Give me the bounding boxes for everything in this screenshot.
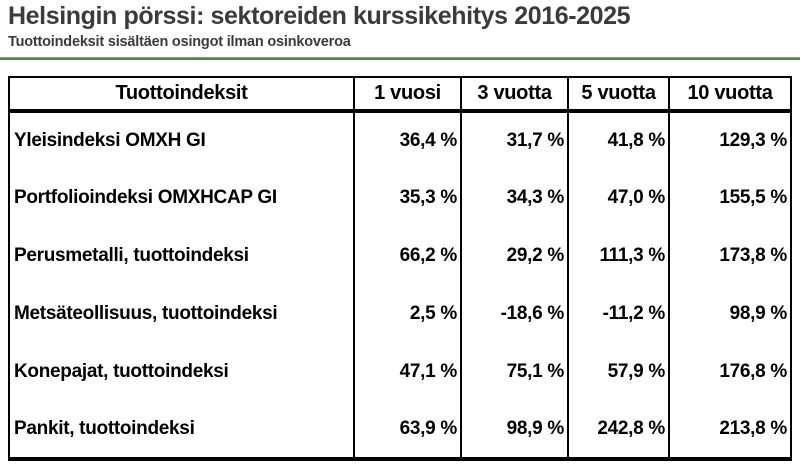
table-row: Perusmetalli, tuottoindeksi 66,2 % 29,2 … bbox=[8, 227, 792, 285]
row-value-5y: 242,8 % bbox=[567, 401, 670, 459]
table-row: Pankit, tuottoindeksi 63,9 % 98,9 % 242,… bbox=[8, 401, 792, 459]
row-value-3y: 75,1 % bbox=[460, 343, 569, 401]
column-header-10-vuotta: 10 vuotta bbox=[668, 76, 792, 113]
row-value-10y: 129,3 % bbox=[668, 111, 792, 169]
table-body: Yleisindeksi OMXH GI 36,4 % 31,7 % 41,8 … bbox=[8, 111, 792, 459]
row-value-3y: 29,2 % bbox=[460, 227, 569, 285]
row-value-3y: -18,6 % bbox=[460, 285, 569, 343]
row-value-5y: 111,3 % bbox=[567, 227, 670, 285]
column-header-1-vuosi: 1 vuosi bbox=[353, 76, 462, 113]
table-header-row: Tuottoindeksit 1 vuosi 3 vuotta 5 vuotta… bbox=[8, 76, 792, 113]
row-label: Konepajat, tuottoindeksi bbox=[8, 343, 355, 401]
row-value-1y: 35,3 % bbox=[353, 169, 462, 227]
row-value-1y: 66,2 % bbox=[353, 227, 462, 285]
row-value-1y: 2,5 % bbox=[353, 285, 462, 343]
column-header-5-vuotta: 5 vuotta bbox=[567, 76, 670, 113]
returns-table: Tuottoindeksit 1 vuosi 3 vuotta 5 vuotta… bbox=[8, 76, 792, 461]
row-value-10y: 213,8 % bbox=[668, 401, 792, 459]
page-title: Helsingin pörssi: sektoreiden kurssikehi… bbox=[8, 2, 631, 30]
page-subtitle: Tuottoindeksit sisältäen osingot ilman o… bbox=[8, 34, 351, 50]
table-row: Konepajat, tuottoindeksi 47,1 % 75,1 % 5… bbox=[8, 343, 792, 401]
table-header: Tuottoindeksit 1 vuosi 3 vuotta 5 vuotta… bbox=[8, 76, 792, 113]
table-row: Portfolioindeksi OMXHCAP GI 35,3 % 34,3 … bbox=[8, 169, 792, 227]
accent-divider bbox=[0, 57, 800, 60]
row-value-1y: 47,1 % bbox=[353, 343, 462, 401]
row-label: Yleisindeksi OMXH GI bbox=[8, 111, 355, 169]
table-row: Yleisindeksi OMXH GI 36,4 % 31,7 % 41,8 … bbox=[8, 111, 792, 169]
row-label: Pankit, tuottoindeksi bbox=[8, 401, 355, 459]
row-value-5y: 47,0 % bbox=[567, 169, 670, 227]
table-row: Metsäteollisuus, tuottoindeksi 2,5 % -18… bbox=[8, 285, 792, 343]
row-value-10y: 98,9 % bbox=[668, 285, 792, 343]
row-value-10y: 176,8 % bbox=[668, 343, 792, 401]
row-value-10y: 155,5 % bbox=[668, 169, 792, 227]
row-value-10y: 173,8 % bbox=[668, 227, 792, 285]
row-label: Portfolioindeksi OMXHCAP GI bbox=[8, 169, 355, 227]
row-value-5y: 41,8 % bbox=[567, 111, 670, 169]
column-header-tuottoindeksit: Tuottoindeksit bbox=[8, 76, 355, 113]
row-value-1y: 36,4 % bbox=[353, 111, 462, 169]
column-header-3-vuotta: 3 vuotta bbox=[460, 76, 569, 113]
row-value-5y: -11,2 % bbox=[567, 285, 670, 343]
row-label: Metsäteollisuus, tuottoindeksi bbox=[8, 285, 355, 343]
row-value-3y: 34,3 % bbox=[460, 169, 569, 227]
row-value-3y: 98,9 % bbox=[460, 401, 569, 459]
row-value-5y: 57,9 % bbox=[567, 343, 670, 401]
row-value-1y: 63,9 % bbox=[353, 401, 462, 459]
row-label: Perusmetalli, tuottoindeksi bbox=[8, 227, 355, 285]
row-value-3y: 31,7 % bbox=[460, 111, 569, 169]
